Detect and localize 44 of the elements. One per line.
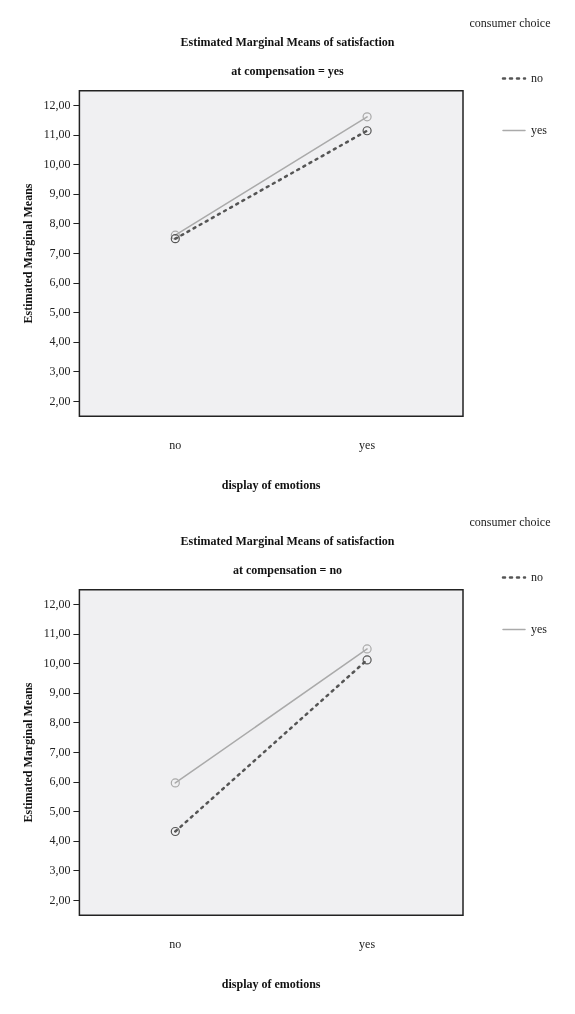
y-tick-label: 7,00 <box>49 245 71 260</box>
y-tick-label: 4,00 <box>49 334 71 349</box>
y-axis-title: Estimated Marginal Means <box>21 183 36 324</box>
y-tick-label: 8,00 <box>49 216 71 231</box>
point <box>362 126 372 136</box>
x-axis-title: display of emotions <box>221 477 321 492</box>
y-tick-label: 10,00 <box>43 156 71 171</box>
legend-title: consumer choice <box>469 515 551 530</box>
y-tick-label: 11,00 <box>43 626 71 641</box>
y-tick-label: 12,00 <box>43 97 71 112</box>
y-tick-label: 10,00 <box>43 655 71 670</box>
y-tick-label: 3,00 <box>49 862 71 877</box>
chart-subtitle: at compensation = no <box>232 562 343 577</box>
y-tick-label: 5,00 <box>49 304 71 319</box>
y-tick-label: 4,00 <box>49 833 71 848</box>
point <box>170 230 180 240</box>
y-tick-label: 6,00 <box>49 275 71 290</box>
y-axis-title: Estimated Marginal Means <box>21 682 36 823</box>
chart-title: Estimated Marginal Means of satisfaction <box>180 534 395 549</box>
y-tick-label: 2,00 <box>49 892 71 907</box>
y-tick-label: 9,00 <box>49 186 71 201</box>
x-axis-title: display of emotions <box>221 976 321 991</box>
y-tick-label: 7,00 <box>49 744 71 759</box>
point <box>362 644 372 654</box>
legend-title: consumer choice <box>469 16 551 31</box>
y-tick-label: 2,00 <box>49 393 71 408</box>
y-tick-label: 6,00 <box>49 774 71 789</box>
y-tick-label: 3,00 <box>49 363 71 378</box>
point <box>170 778 180 788</box>
chart-subtitle: at compensation = yes <box>231 63 345 78</box>
y-tick-label: 9,00 <box>49 685 71 700</box>
point <box>170 826 180 837</box>
legend-label: no <box>531 70 543 85</box>
y-tick-label: 12,00 <box>43 596 71 611</box>
legend-label: yes <box>531 621 548 636</box>
point <box>362 112 372 122</box>
y-tick-label: 8,00 <box>49 715 71 730</box>
legend-label: no <box>531 569 543 584</box>
point <box>362 655 372 665</box>
point <box>170 234 180 244</box>
legend-label: yes <box>531 122 548 137</box>
chart-title: Estimated Marginal Means of satisfaction <box>180 35 395 50</box>
y-tick-label: 5,00 <box>49 803 71 818</box>
y-tick-label: 11,00 <box>43 127 71 142</box>
